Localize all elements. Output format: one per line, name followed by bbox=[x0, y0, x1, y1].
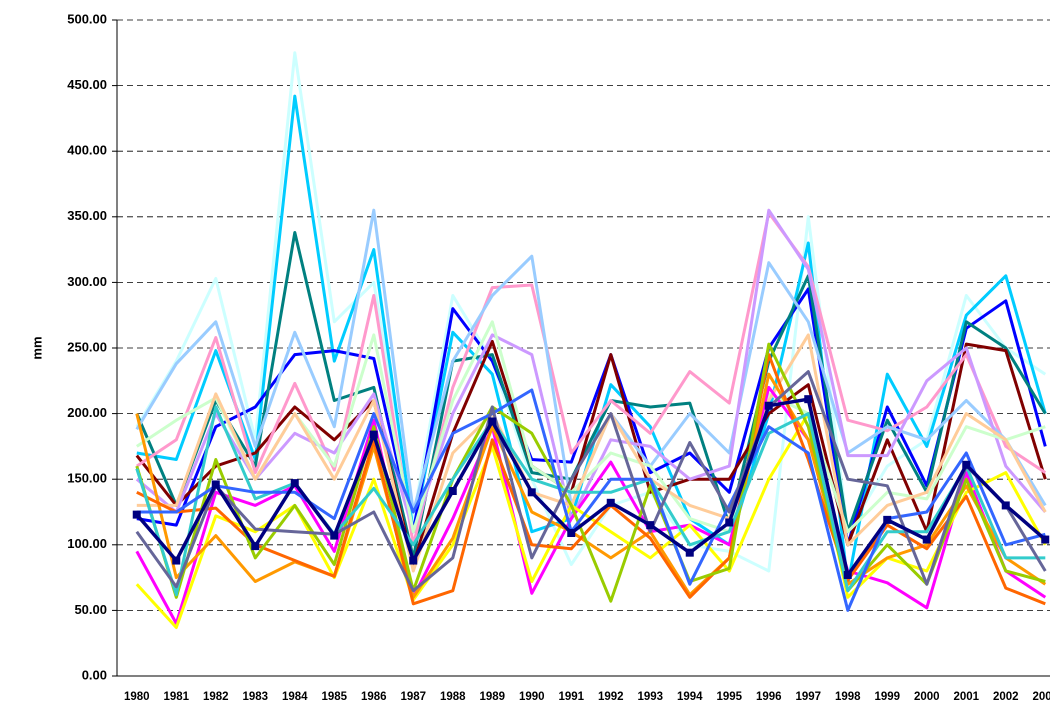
marker bbox=[488, 417, 497, 426]
marker bbox=[883, 515, 892, 524]
series-line bbox=[135, 372, 1047, 599]
x-tick-label: 2000 bbox=[914, 691, 940, 703]
x-tick-label: 1986 bbox=[361, 691, 387, 703]
marker bbox=[330, 531, 339, 540]
x-tick-label: 1995 bbox=[716, 691, 742, 703]
y-tick-label: 200.00 bbox=[67, 405, 107, 420]
y-tick-label: 150.00 bbox=[67, 471, 107, 486]
y-tick-label: 400.00 bbox=[67, 143, 107, 158]
x-tick-label: 1998 bbox=[835, 691, 861, 703]
series-line bbox=[135, 211, 1047, 547]
y-tick-label: 50.00 bbox=[74, 602, 107, 617]
y-tick-label: 100.00 bbox=[67, 536, 107, 551]
x-tick-label: 1989 bbox=[479, 691, 505, 703]
x-tick-label: 1983 bbox=[242, 691, 268, 703]
y-tick-label: 0.00 bbox=[82, 667, 107, 682]
x-tick-label: 1981 bbox=[163, 691, 189, 703]
marker bbox=[804, 395, 813, 404]
marker bbox=[646, 521, 655, 530]
x-tick-label: 1984 bbox=[282, 691, 308, 703]
marker bbox=[527, 488, 536, 497]
marker bbox=[369, 430, 378, 439]
marker bbox=[922, 535, 931, 544]
y-tick-label: 250.00 bbox=[67, 339, 107, 354]
y-tick-label: 500.00 bbox=[67, 11, 107, 26]
x-tick-label: 1980 bbox=[124, 691, 150, 703]
y-axis-label: mm bbox=[29, 336, 44, 359]
x-tick-label: 1990 bbox=[519, 691, 545, 703]
marker bbox=[448, 487, 457, 496]
marker bbox=[962, 460, 971, 469]
series-line bbox=[135, 405, 1046, 597]
series-line bbox=[135, 342, 1046, 603]
marker bbox=[211, 480, 220, 489]
x-tick-label: 1993 bbox=[637, 691, 663, 703]
x-tick-label: 1997 bbox=[795, 691, 821, 703]
x-tick-label: 2003 bbox=[1032, 691, 1050, 703]
series-line bbox=[135, 370, 1047, 593]
marker bbox=[132, 510, 141, 519]
marker bbox=[290, 479, 299, 488]
marker bbox=[172, 556, 181, 565]
x-tick-label: 2002 bbox=[993, 691, 1019, 703]
marker bbox=[764, 401, 773, 410]
marker bbox=[1001, 501, 1010, 510]
x-tick-label: 1994 bbox=[677, 691, 703, 703]
marker bbox=[409, 556, 418, 565]
marker bbox=[685, 548, 694, 557]
marker bbox=[1041, 535, 1050, 544]
x-tick-label: 2001 bbox=[953, 691, 979, 703]
x-tick-label: 1991 bbox=[558, 691, 584, 703]
x-tick-label: 1992 bbox=[598, 691, 624, 703]
series-line bbox=[135, 231, 1047, 560]
series-line bbox=[135, 51, 1047, 573]
series-line bbox=[135, 397, 1047, 577]
x-tick-label: 1996 bbox=[756, 691, 782, 703]
series-line bbox=[136, 353, 1046, 606]
marker bbox=[251, 542, 260, 551]
series-line bbox=[135, 385, 1047, 625]
x-tick-label: 1987 bbox=[400, 691, 426, 703]
x-tick-label: 1985 bbox=[321, 691, 347, 703]
x-tick-label: 1988 bbox=[440, 691, 466, 703]
marker bbox=[725, 518, 734, 527]
series-line bbox=[135, 208, 1047, 534]
series-line bbox=[136, 94, 1047, 586]
y-tick-label: 450.00 bbox=[67, 77, 107, 92]
series-line bbox=[135, 339, 1047, 566]
marker bbox=[606, 498, 615, 507]
marker bbox=[843, 570, 852, 579]
y-tick-label: 300.00 bbox=[67, 274, 107, 289]
x-tick-label: 1982 bbox=[203, 691, 229, 703]
series-line bbox=[136, 287, 1047, 547]
x-tick-label: 1999 bbox=[874, 691, 900, 703]
marker bbox=[567, 528, 576, 537]
y-tick-label: 350.00 bbox=[67, 208, 107, 223]
